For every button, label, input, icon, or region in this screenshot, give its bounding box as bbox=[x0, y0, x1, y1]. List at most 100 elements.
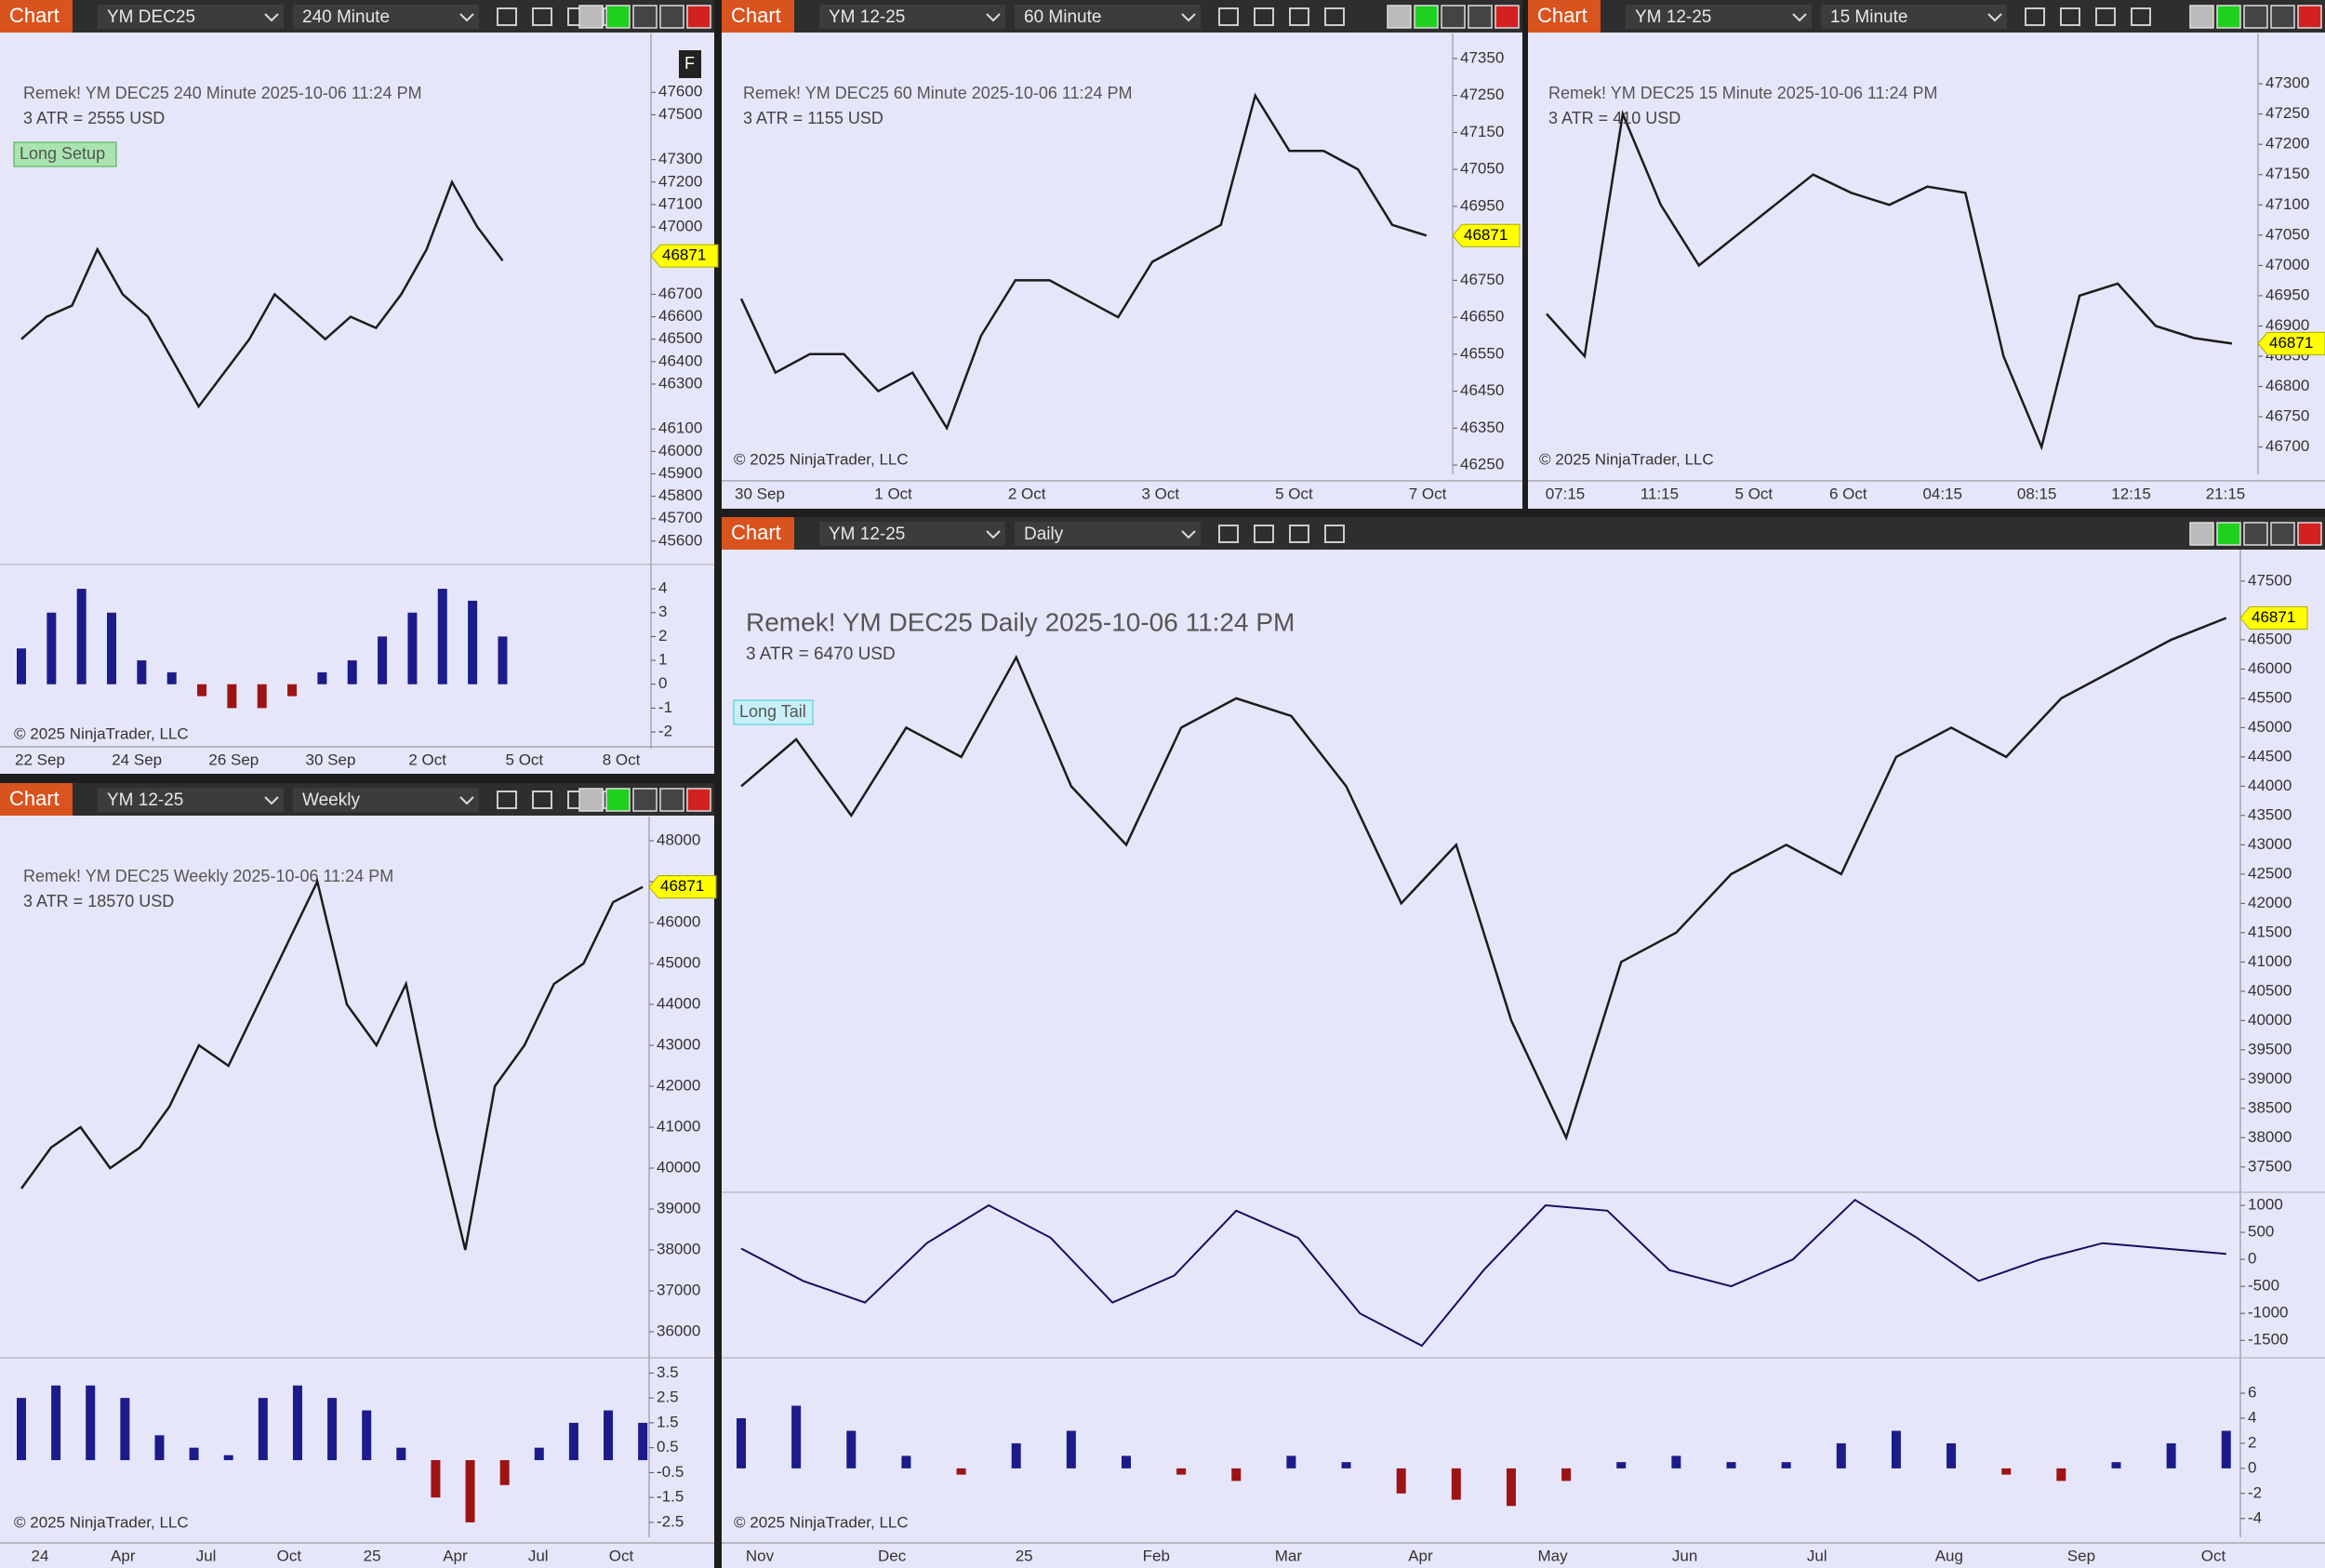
toolbar-icon[interactable] bbox=[532, 791, 552, 809]
chart-tab[interactable] bbox=[0, 0, 73, 33]
window-button[interactable] bbox=[2270, 522, 2295, 546]
osc-line bbox=[740, 1198, 2226, 1348]
chart-tab-label: Chart bbox=[731, 4, 781, 27]
window-button[interactable] bbox=[605, 788, 631, 812]
chart-tab[interactable] bbox=[0, 783, 73, 816]
price-flag bbox=[1452, 223, 1521, 247]
window-button[interactable] bbox=[1495, 5, 1520, 29]
atr-info: 3 ATR = 6470 USD bbox=[746, 644, 896, 664]
instrument-dropdown[interactable] bbox=[98, 5, 284, 29]
interval-dropdown[interactable] bbox=[293, 788, 479, 812]
window-button[interactable] bbox=[632, 788, 658, 812]
toolbar-icon[interactable] bbox=[2060, 7, 2080, 26]
setup-label-box bbox=[13, 141, 117, 167]
y-tick-label: 0 bbox=[658, 674, 667, 692]
window-button[interactable] bbox=[632, 5, 658, 29]
y-tick-label: 38000 bbox=[2248, 1128, 2292, 1146]
osc-bar bbox=[137, 660, 147, 684]
y-tick-label: 46350 bbox=[1460, 419, 1504, 436]
osc-bar bbox=[154, 1435, 165, 1461]
window-button[interactable] bbox=[686, 5, 711, 29]
x-tick-label: Apr bbox=[443, 1547, 468, 1564]
y-tick-label: 45000 bbox=[657, 953, 700, 971]
window-button[interactable] bbox=[2189, 5, 2214, 29]
toolbar-icon[interactable] bbox=[532, 7, 552, 26]
toolbar-icon[interactable] bbox=[1254, 7, 1274, 26]
instrument-dropdown[interactable] bbox=[1626, 5, 1812, 29]
toolbar-icon[interactable] bbox=[1218, 7, 1239, 26]
window-button[interactable] bbox=[1414, 5, 1439, 29]
window-button[interactable] bbox=[578, 5, 604, 29]
toolbar-icon[interactable] bbox=[1289, 7, 1309, 26]
y-tick-label: 44000 bbox=[2248, 777, 2292, 794]
instrument-label: YM 12-25 bbox=[1635, 7, 1711, 27]
toolbar-icon[interactable] bbox=[1254, 525, 1274, 543]
window-button[interactable] bbox=[1468, 5, 1493, 29]
instrument-dropdown[interactable] bbox=[98, 788, 284, 812]
toolbar-icon[interactable] bbox=[2025, 7, 2045, 26]
toolbar-icon[interactable] bbox=[497, 7, 517, 26]
y-tick-label: 47100 bbox=[2265, 195, 2309, 213]
y-tick-label: 38000 bbox=[657, 1240, 700, 1257]
window-button[interactable] bbox=[1441, 5, 1466, 29]
chart-tab[interactable] bbox=[1528, 0, 1601, 33]
toolbar-icon[interactable] bbox=[497, 791, 517, 809]
price-line bbox=[20, 878, 644, 1251]
instrument-label: YM 12-25 bbox=[829, 7, 905, 27]
toolbar-icon[interactable] bbox=[1324, 525, 1345, 543]
toolbar-icon[interactable] bbox=[2131, 7, 2151, 26]
y-tick-label: 37000 bbox=[657, 1281, 700, 1298]
window-button[interactable] bbox=[1387, 5, 1412, 29]
y-tick-label: 42500 bbox=[2248, 864, 2292, 882]
toolbar-icon[interactable] bbox=[1289, 525, 1309, 543]
window-button[interactable] bbox=[605, 5, 631, 29]
window-button[interactable] bbox=[2297, 5, 2322, 29]
dropdown-arrow bbox=[264, 13, 279, 22]
interval-dropdown[interactable] bbox=[293, 5, 479, 29]
window-button[interactable] bbox=[2243, 522, 2268, 546]
y-tick-label: 43000 bbox=[657, 1035, 700, 1053]
x-tick-label: 08:15 bbox=[2017, 485, 2057, 502]
setup-label: Long Setup bbox=[20, 144, 105, 163]
window-button[interactable] bbox=[2216, 5, 2241, 29]
chart-tab[interactable] bbox=[722, 0, 794, 33]
osc-bar bbox=[2111, 1462, 2121, 1468]
y-tick-label: 46000 bbox=[657, 912, 700, 930]
osc-bar bbox=[1506, 1468, 1516, 1507]
window-button[interactable] bbox=[2189, 522, 2214, 546]
toolbar-icon[interactable] bbox=[1218, 525, 1239, 543]
corner-button[interactable] bbox=[679, 50, 701, 78]
window-button[interactable] bbox=[2243, 5, 2268, 29]
osc-bar bbox=[846, 1430, 857, 1468]
y-tick-label: -500 bbox=[2248, 1277, 2279, 1295]
y-tick-label: 39000 bbox=[2248, 1070, 2292, 1087]
instrument-dropdown[interactable] bbox=[819, 5, 1005, 29]
toolbar-icon[interactable] bbox=[2095, 7, 2116, 26]
window-button[interactable] bbox=[578, 788, 604, 812]
y-tick-label: 47150 bbox=[2265, 165, 2309, 182]
window-button[interactable] bbox=[686, 788, 711, 812]
dropdown-arrow bbox=[1181, 13, 1196, 22]
interval-dropdown[interactable] bbox=[1821, 5, 2007, 29]
osc-bar bbox=[2001, 1468, 2012, 1475]
osc-bar bbox=[2056, 1468, 2066, 1482]
toolbar-icon[interactable] bbox=[1324, 7, 1345, 26]
instrument-dropdown[interactable] bbox=[819, 522, 1005, 546]
interval-dropdown[interactable] bbox=[1015, 522, 1201, 546]
price-flag bbox=[650, 244, 719, 268]
chart-tab[interactable] bbox=[722, 517, 794, 550]
interval-dropdown[interactable] bbox=[1015, 5, 1201, 29]
x-tick-label: Jul bbox=[1807, 1547, 1827, 1564]
chart-info: Remek! YM DEC25 240 Minute 2025-10-06 11… bbox=[23, 84, 422, 102]
osc-bar bbox=[1781, 1462, 1791, 1468]
window-button[interactable] bbox=[659, 5, 684, 29]
x-tick-label: 22 Sep bbox=[15, 751, 65, 768]
window-button[interactable] bbox=[2216, 522, 2241, 546]
y-tick-label: 0 bbox=[2248, 1250, 2256, 1268]
y-tick-label: 2 bbox=[2248, 1433, 2256, 1451]
price-flag-label: 46871 bbox=[2252, 608, 2295, 626]
window-button[interactable] bbox=[659, 788, 684, 812]
y-tick-label: 40000 bbox=[2248, 1011, 2292, 1029]
window-button[interactable] bbox=[2297, 522, 2322, 546]
window-button[interactable] bbox=[2270, 5, 2295, 29]
